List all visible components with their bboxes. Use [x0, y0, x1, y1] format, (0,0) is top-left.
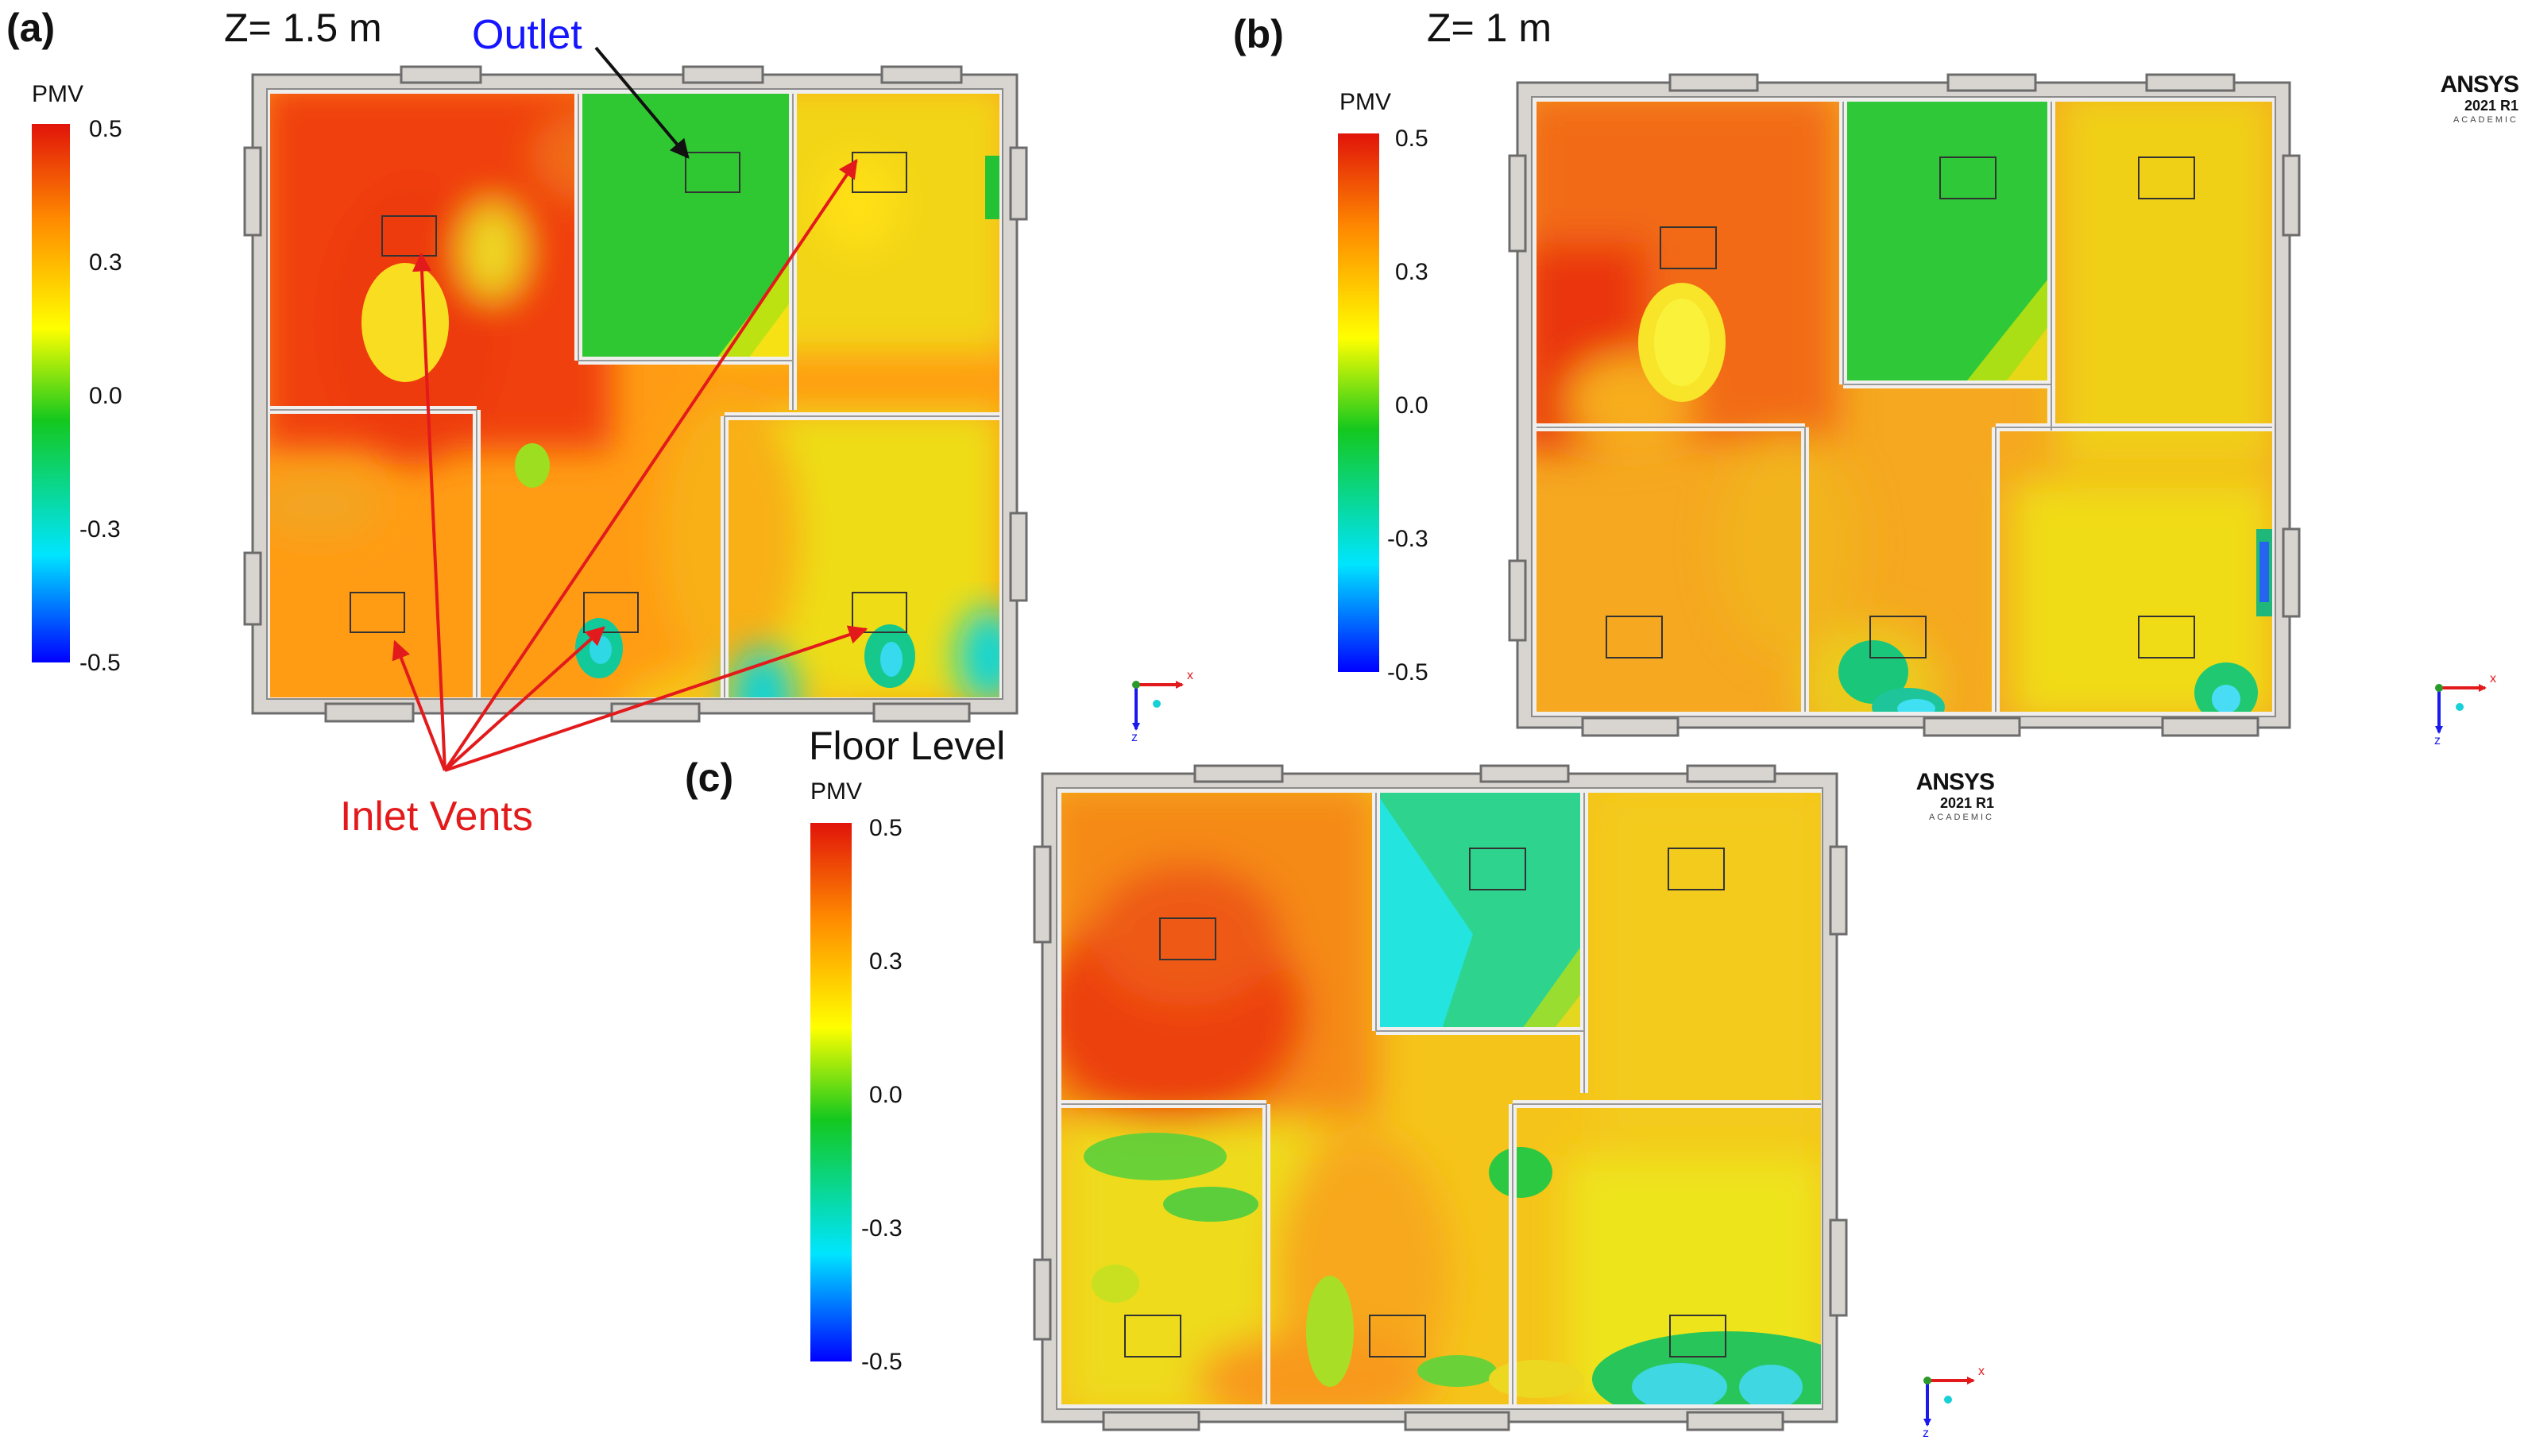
panel-c-title: Floor Level	[809, 724, 1006, 768]
panel-c-ansys-watermark: ANSYS 2021 R1 ACADEMIC	[1859, 769, 1995, 822]
ansys-version-b: 2021 R1	[2464, 98, 2518, 114]
panel-b-tick-0: 0.5	[1395, 126, 1428, 152]
panel-b-tick-3: -0.3	[1387, 526, 1428, 552]
panel-a-annotation-arrows	[392, 46, 868, 772]
panel-b-label: (b)	[1233, 12, 1284, 56]
panel-c-tick-3: -0.3	[861, 1215, 903, 1242]
panel-a-label: (a)	[6, 6, 56, 50]
panel-b-ansys-watermark: ANSYS 2021 R1 ACADEMIC	[2383, 71, 2519, 125]
outlet-annotation: Outlet	[472, 12, 582, 58]
panel-b-tick-4: -0.5	[1387, 659, 1428, 686]
panel-c-axes-triad	[1923, 1377, 1975, 1427]
panel-c-tick-4: -0.5	[861, 1349, 903, 1375]
panel-b-tick-2: 0.0	[1395, 392, 1428, 419]
panel-a-colorbar	[32, 124, 70, 662]
panel-b-colorbar	[1338, 133, 1379, 672]
panel-a-tick-1: 0.3	[89, 249, 122, 276]
panel-b-axis-z: z	[2434, 734, 2441, 747]
panel-b-title: Z= 1 m	[1427, 6, 1552, 50]
panel-a-tick-0: 0.5	[89, 116, 122, 142]
panel-b-tick-1: 0.3	[1395, 259, 1428, 285]
panel-b-axis-x: x	[2490, 672, 2496, 686]
panel-b-colorbar-title: PMV	[1339, 89, 1392, 115]
panel-a-floorplan	[243, 65, 1028, 723]
panel-c-label: (c)	[685, 755, 734, 800]
inlet-vents-annotation: Inlet Vents	[340, 794, 533, 840]
panel-a-tick-3: -0.3	[79, 516, 121, 543]
panel-a-tick-2: 0.0	[89, 383, 122, 409]
panel-c-floorplan	[1033, 764, 1848, 1431]
ansys-brand-c: ANSYS	[1915, 769, 1995, 795]
ansys-version-c: 2021 R1	[1939, 795, 1994, 811]
panel-a-tick-4: -0.5	[79, 650, 121, 676]
panel-b-floorplan	[1508, 73, 2301, 737]
ansys-brand-b: ANSYS	[2440, 71, 2519, 98]
ansys-edition-b: ACADEMIC	[2453, 115, 2518, 125]
ansys-edition-c: ACADEMIC	[1928, 813, 1994, 822]
panel-b-axes-triad	[2435, 684, 2487, 734]
panel-c-axis-x: x	[1978, 1365, 1985, 1378]
panel-a-axes-triad	[1132, 681, 1184, 731]
panel-c-axis-z: z	[1923, 1427, 1929, 1440]
panel-c-tick-0: 0.5	[869, 815, 903, 841]
panel-a-axis-x: x	[1187, 669, 1193, 682]
panel-c-tick-2: 0.0	[869, 1082, 903, 1108]
panel-a-title: Z= 1.5 m	[224, 6, 382, 50]
panel-c-colorbar-title: PMV	[810, 778, 863, 805]
panel-c-tick-1: 0.3	[869, 948, 903, 975]
panel-c-colorbar	[810, 823, 852, 1361]
panel-a-axis-z: z	[1131, 731, 1138, 744]
panel-a-colorbar-title: PMV	[32, 81, 84, 107]
